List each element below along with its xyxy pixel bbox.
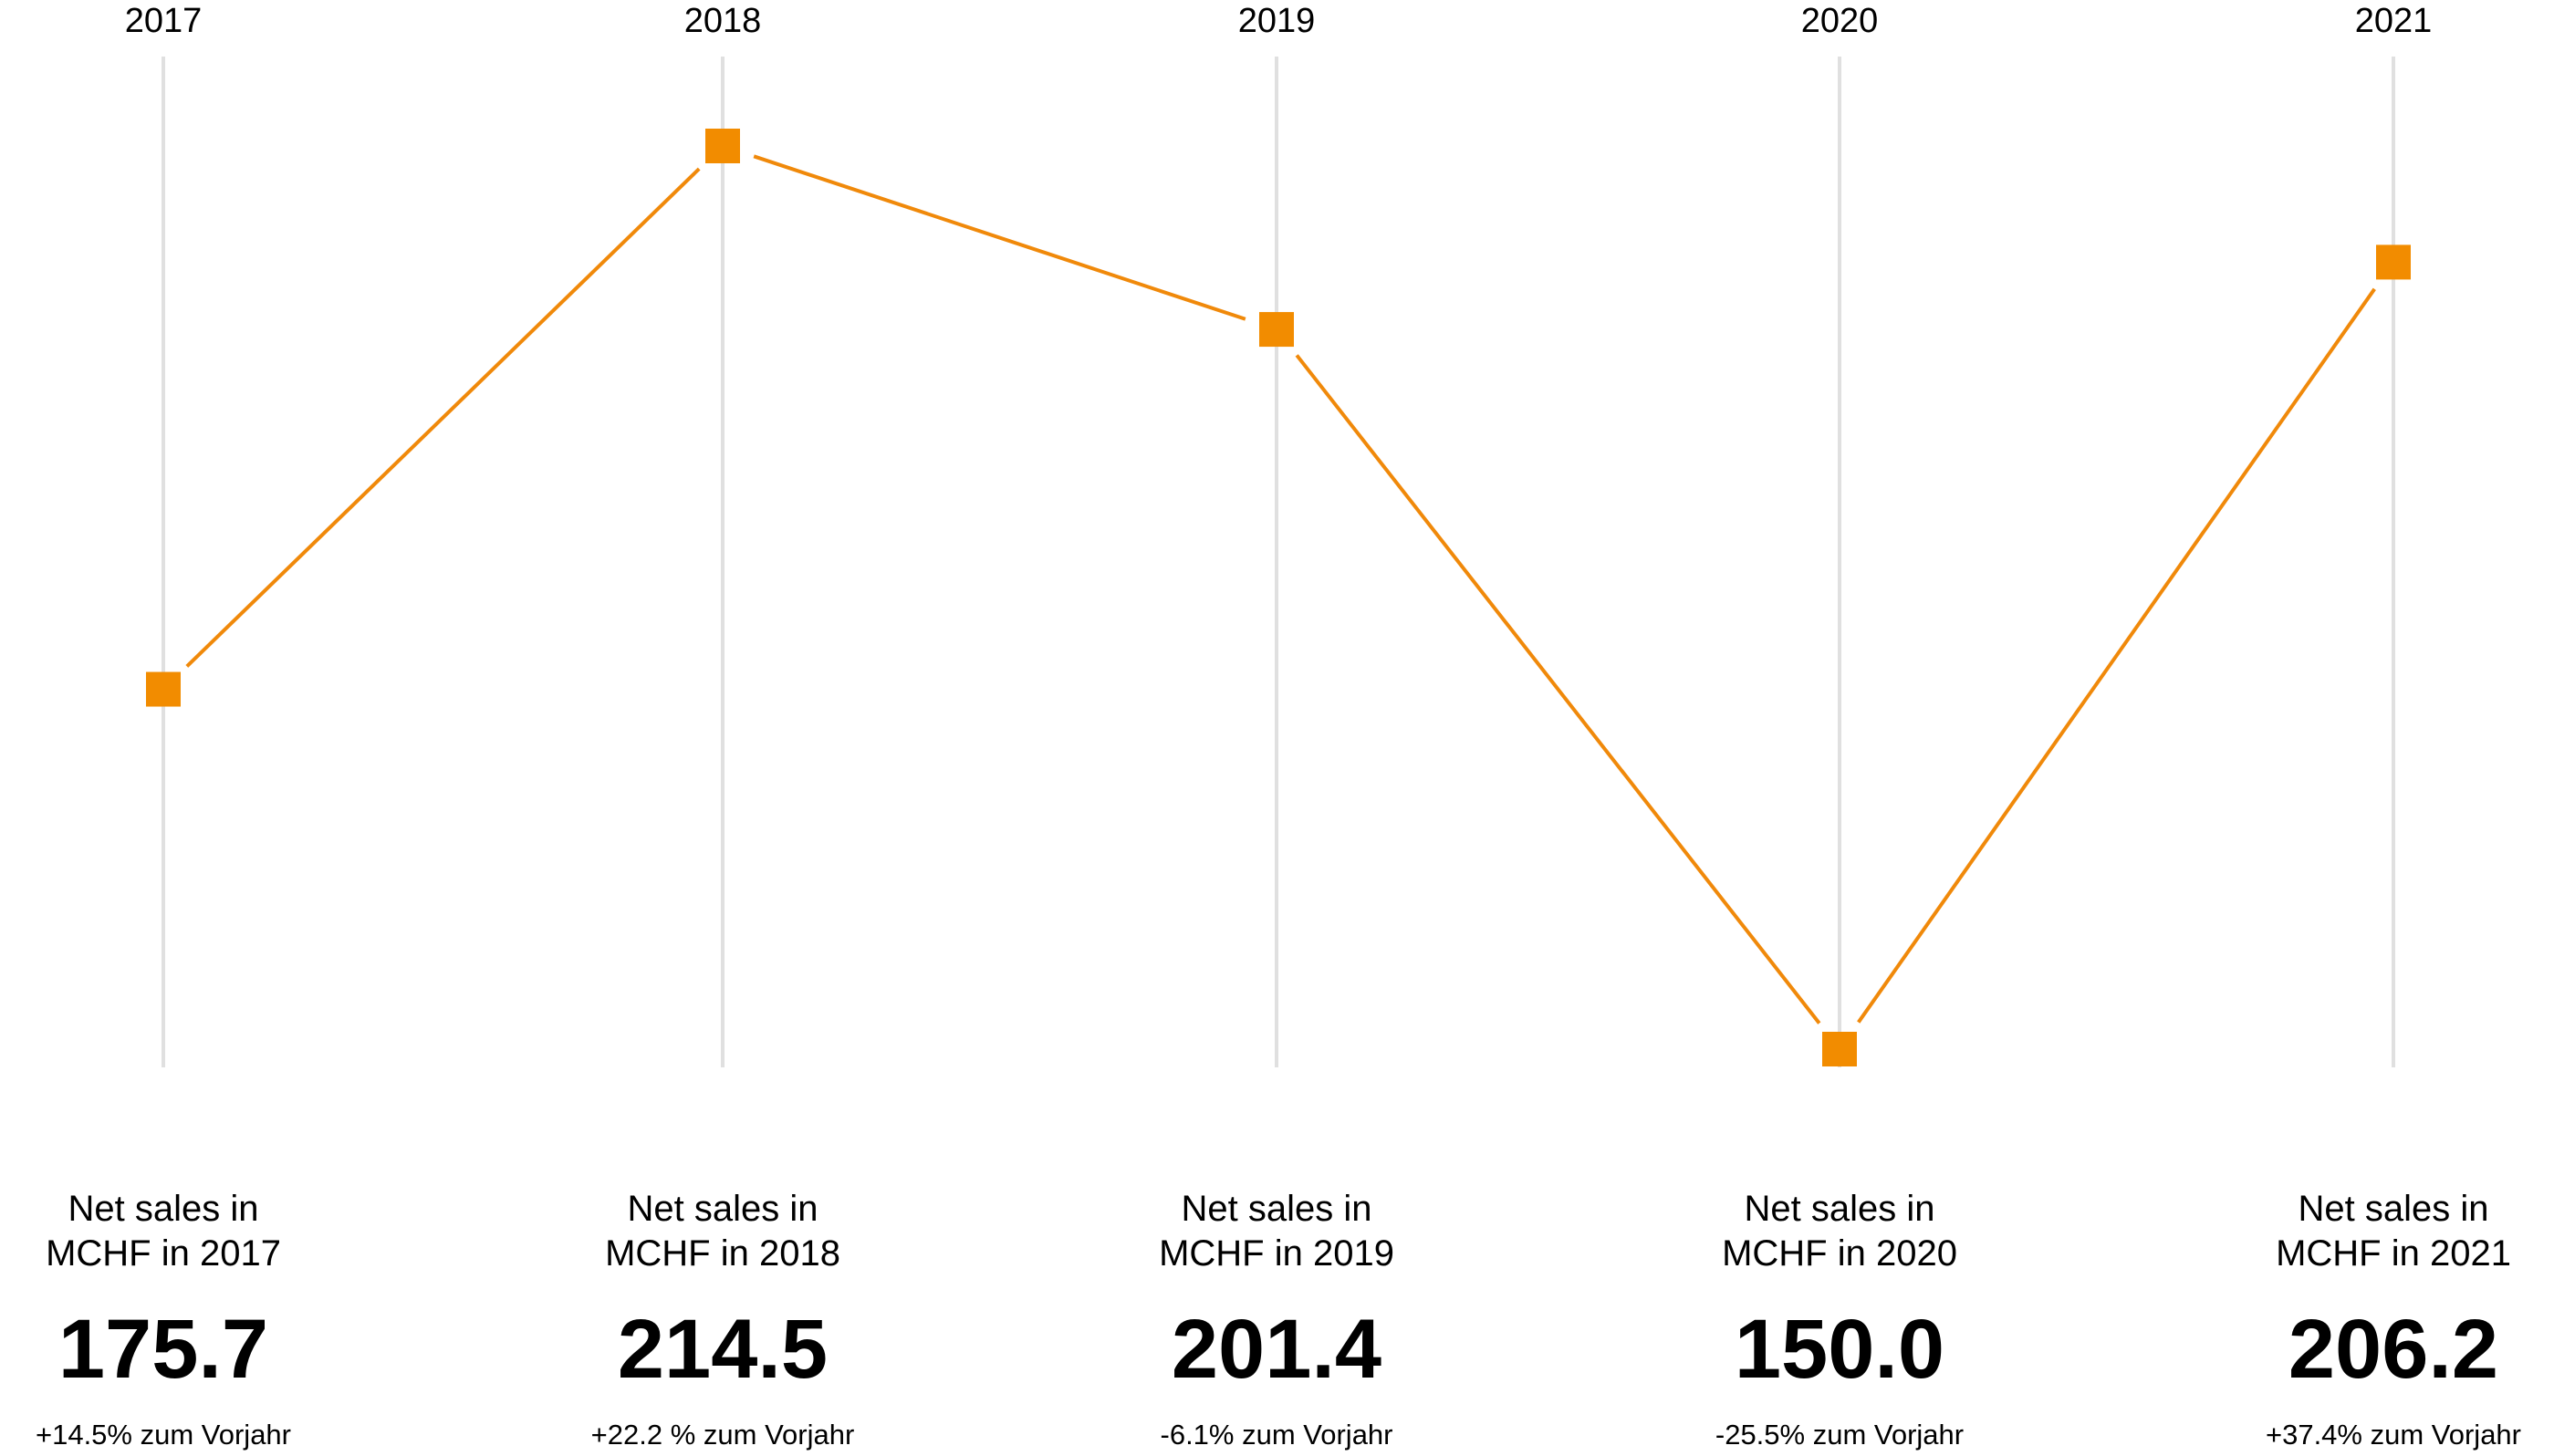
data-point-2017 (146, 671, 181, 707)
year-label-2018: 2018 (684, 2, 762, 40)
card-value: 201.4 (1172, 1303, 1381, 1396)
data-markers (146, 129, 2411, 1066)
year-label-2021: 2021 (2355, 2, 2433, 40)
year-label-2019: 2019 (1238, 2, 1316, 40)
data-point-2021 (2376, 244, 2411, 280)
card-caption-line1: Net sales in (68, 1189, 259, 1229)
line-segment-2017-2018 (185, 167, 701, 668)
card-caption-line2: MCHF in 2017 (46, 1233, 281, 1274)
card-caption-line2: MCHF in 2021 (2276, 1233, 2511, 1274)
year-label-2017: 2017 (125, 2, 203, 40)
gridlines (162, 57, 2395, 1067)
card-change: -25.5% zum Vorjahr (1715, 1419, 1964, 1451)
card-change: +37.4% zum Vorjahr (2266, 1419, 2521, 1451)
card-value: 214.5 (618, 1303, 828, 1396)
card-value: 175.7 (58, 1303, 268, 1396)
year-label-2020: 2020 (1801, 2, 1879, 40)
card-caption-line1: Net sales in (628, 1189, 818, 1229)
data-point-2018 (705, 129, 740, 163)
card-value: 206.2 (2288, 1303, 2498, 1396)
line-segment-2018-2019 (753, 154, 1246, 321)
line-segment-2019-2020 (1295, 354, 1821, 1024)
data-point-2020 (1822, 1032, 1857, 1066)
card-caption-line2: MCHF in 2019 (1159, 1233, 1394, 1274)
card-caption-line1: Net sales in (1745, 1189, 1935, 1229)
card-caption-line2: MCHF in 2020 (1722, 1233, 1957, 1274)
year-labels: 2017 2018 2019 2020 2021 (125, 2, 2433, 40)
card-value: 150.0 (1735, 1303, 1944, 1396)
card-caption-line1: Net sales in (1182, 1189, 1372, 1229)
line-segment-2020-2021 (1857, 287, 2376, 1024)
data-point-2019 (1259, 312, 1294, 348)
card-change: +22.2 % zum Vorjahr (591, 1419, 855, 1451)
card-caption-line2: MCHF in 2018 (605, 1233, 840, 1274)
card-change: -6.1% zum Vorjahr (1161, 1419, 1393, 1451)
series-line (185, 154, 2376, 1024)
card-caption-line1: Net sales in (2299, 1189, 2489, 1229)
card-change: +14.5% zum Vorjahr (36, 1419, 291, 1451)
